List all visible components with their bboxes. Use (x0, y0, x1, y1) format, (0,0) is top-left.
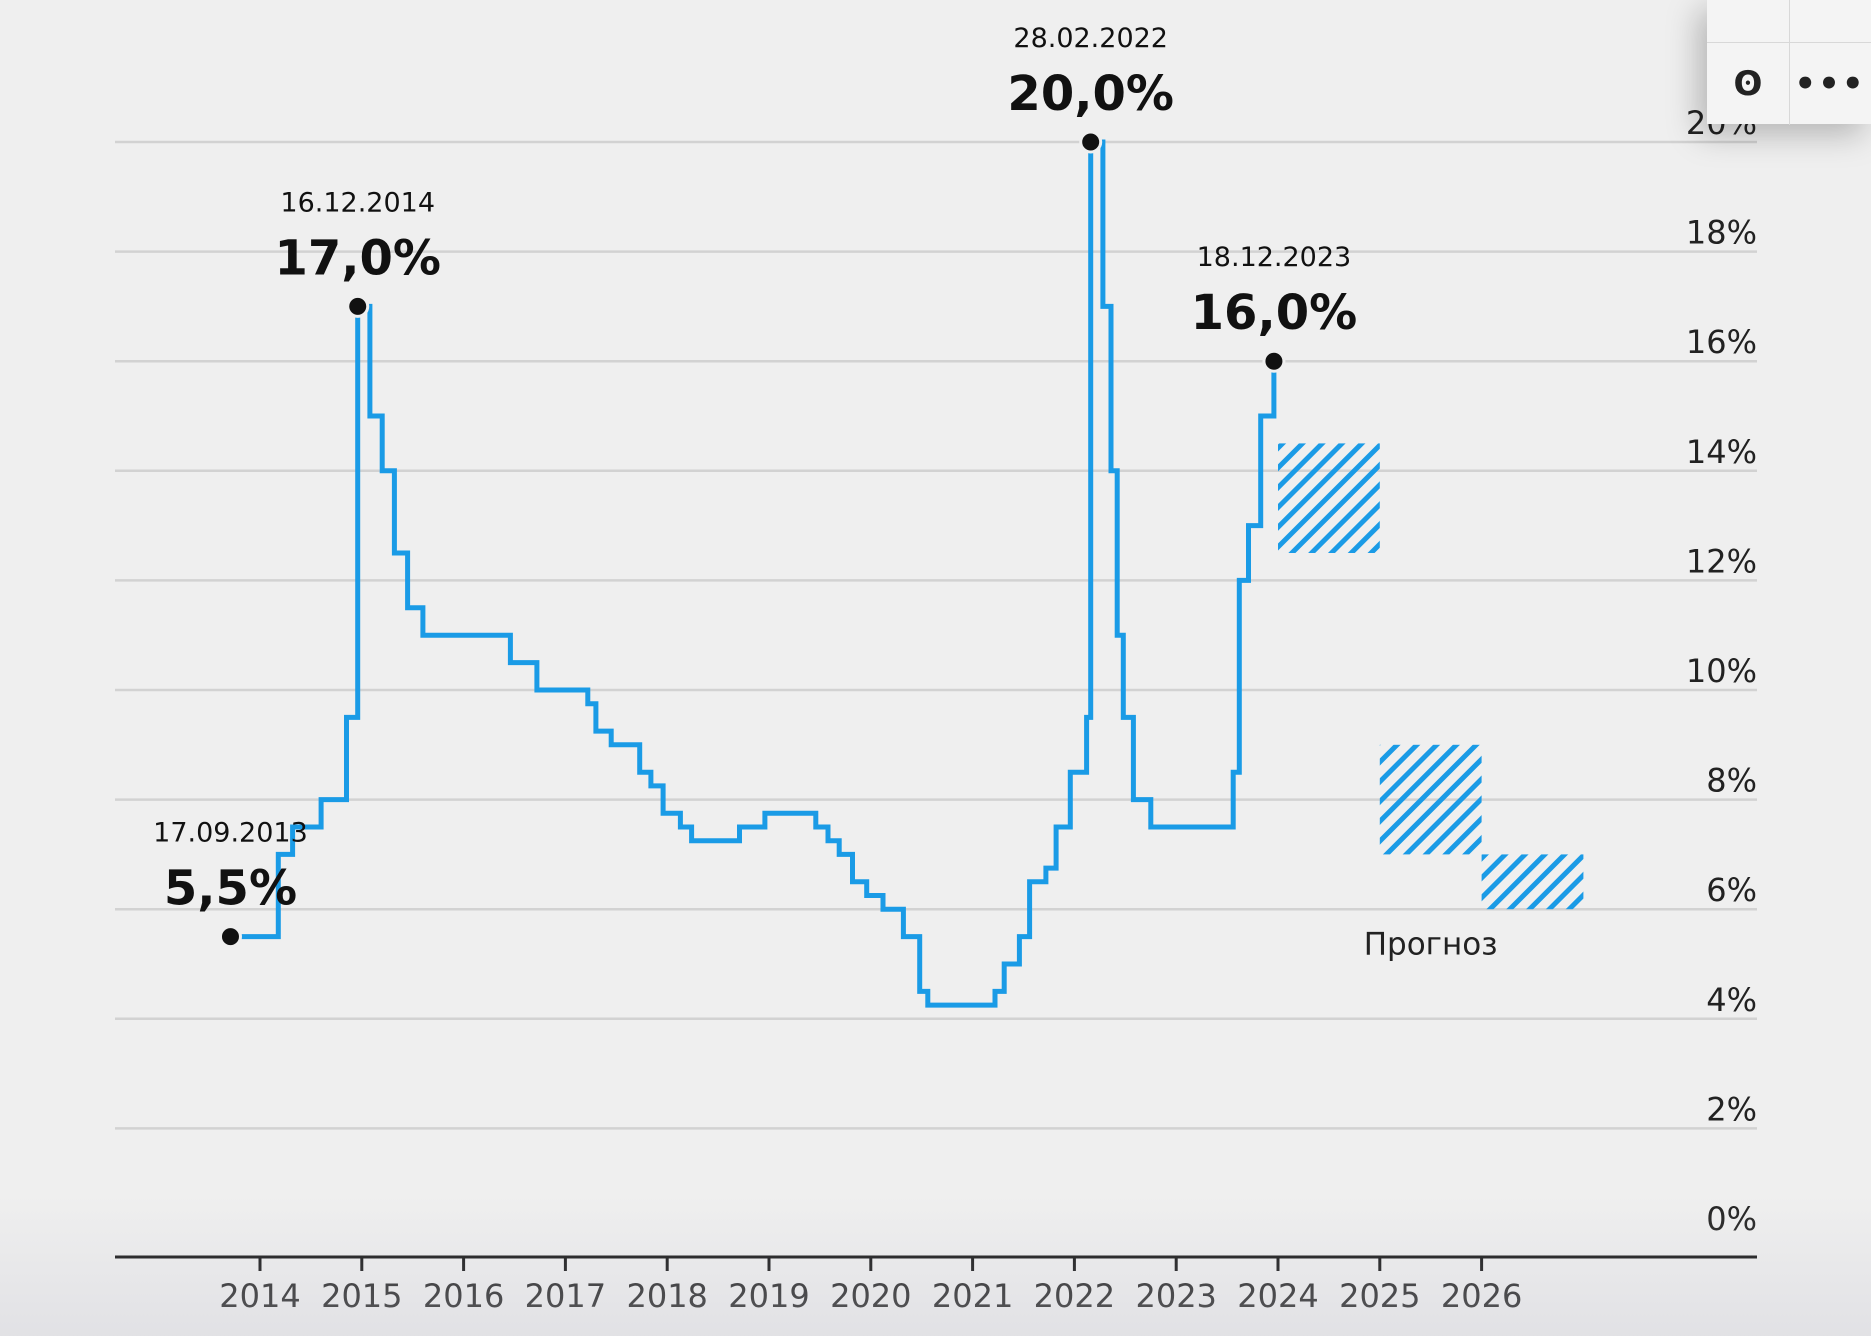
annotation-dot (1262, 349, 1286, 373)
x-tick-label: 2020 (830, 1277, 911, 1315)
share-top-left-icon[interactable] (1707, 0, 1790, 42)
y-tick-label: 2% (1706, 1090, 1757, 1128)
x-tick-label: 2014 (219, 1277, 300, 1315)
share-panel: ʘ ••• (1707, 0, 1871, 125)
annotation-dot (1079, 130, 1103, 154)
y-tick-label: 8% (1706, 762, 1757, 800)
forecast-label: Прогноз (1364, 926, 1498, 962)
x-tick-label: 2016 (423, 1277, 504, 1315)
annotation-value: 20,0% (1007, 66, 1174, 122)
y-tick-label: 4% (1706, 981, 1757, 1019)
forecast-range (1481, 854, 1584, 910)
x-tick-label: 2025 (1339, 1277, 1420, 1315)
x-tick-label: 2018 (626, 1277, 707, 1315)
annotation-date: 18.12.2023 (1197, 242, 1352, 273)
annotation-date: 17.09.2013 (153, 818, 308, 849)
more-icon[interactable]: ••• (1789, 42, 1871, 125)
forecast-range (1278, 443, 1380, 553)
x-tick-label: 2017 (525, 1277, 606, 1315)
y-tick-label: 0% (1706, 1200, 1757, 1238)
y-tick-label: 6% (1706, 871, 1757, 909)
x-tick-label: 2019 (728, 1277, 809, 1315)
x-tick-label: 2015 (321, 1277, 402, 1315)
x-tick-label: 2026 (1441, 1277, 1522, 1315)
x-tick-label: 2022 (1034, 1277, 1115, 1315)
forecast-range (1379, 744, 1482, 855)
annotation-date: 16.12.2014 (280, 187, 435, 218)
x-tick-label: 2024 (1237, 1277, 1318, 1315)
y-tick-label: 14% (1686, 433, 1757, 471)
y-tick-label: 16% (1686, 323, 1757, 361)
key-rate-line (230, 139, 1277, 1008)
x-tick-label: 2023 (1135, 1277, 1216, 1315)
y-tick-label: 18% (1686, 214, 1757, 252)
annotation-dot (218, 925, 242, 949)
annotation-value: 16,0% (1191, 285, 1358, 341)
annotation-dot (346, 294, 370, 318)
share-top-right-icon[interactable] (1789, 0, 1871, 42)
y-tick-label: 10% (1686, 652, 1757, 690)
odnoklassniki-icon[interactable]: ʘ (1707, 42, 1790, 125)
x-tick-label: 2021 (932, 1277, 1013, 1315)
y-tick-label: 12% (1686, 542, 1757, 580)
annotation-value: 17,0% (274, 230, 441, 286)
annotation-date: 28.02.2022 (1013, 23, 1168, 54)
annotation-value: 5,5% (164, 861, 297, 917)
